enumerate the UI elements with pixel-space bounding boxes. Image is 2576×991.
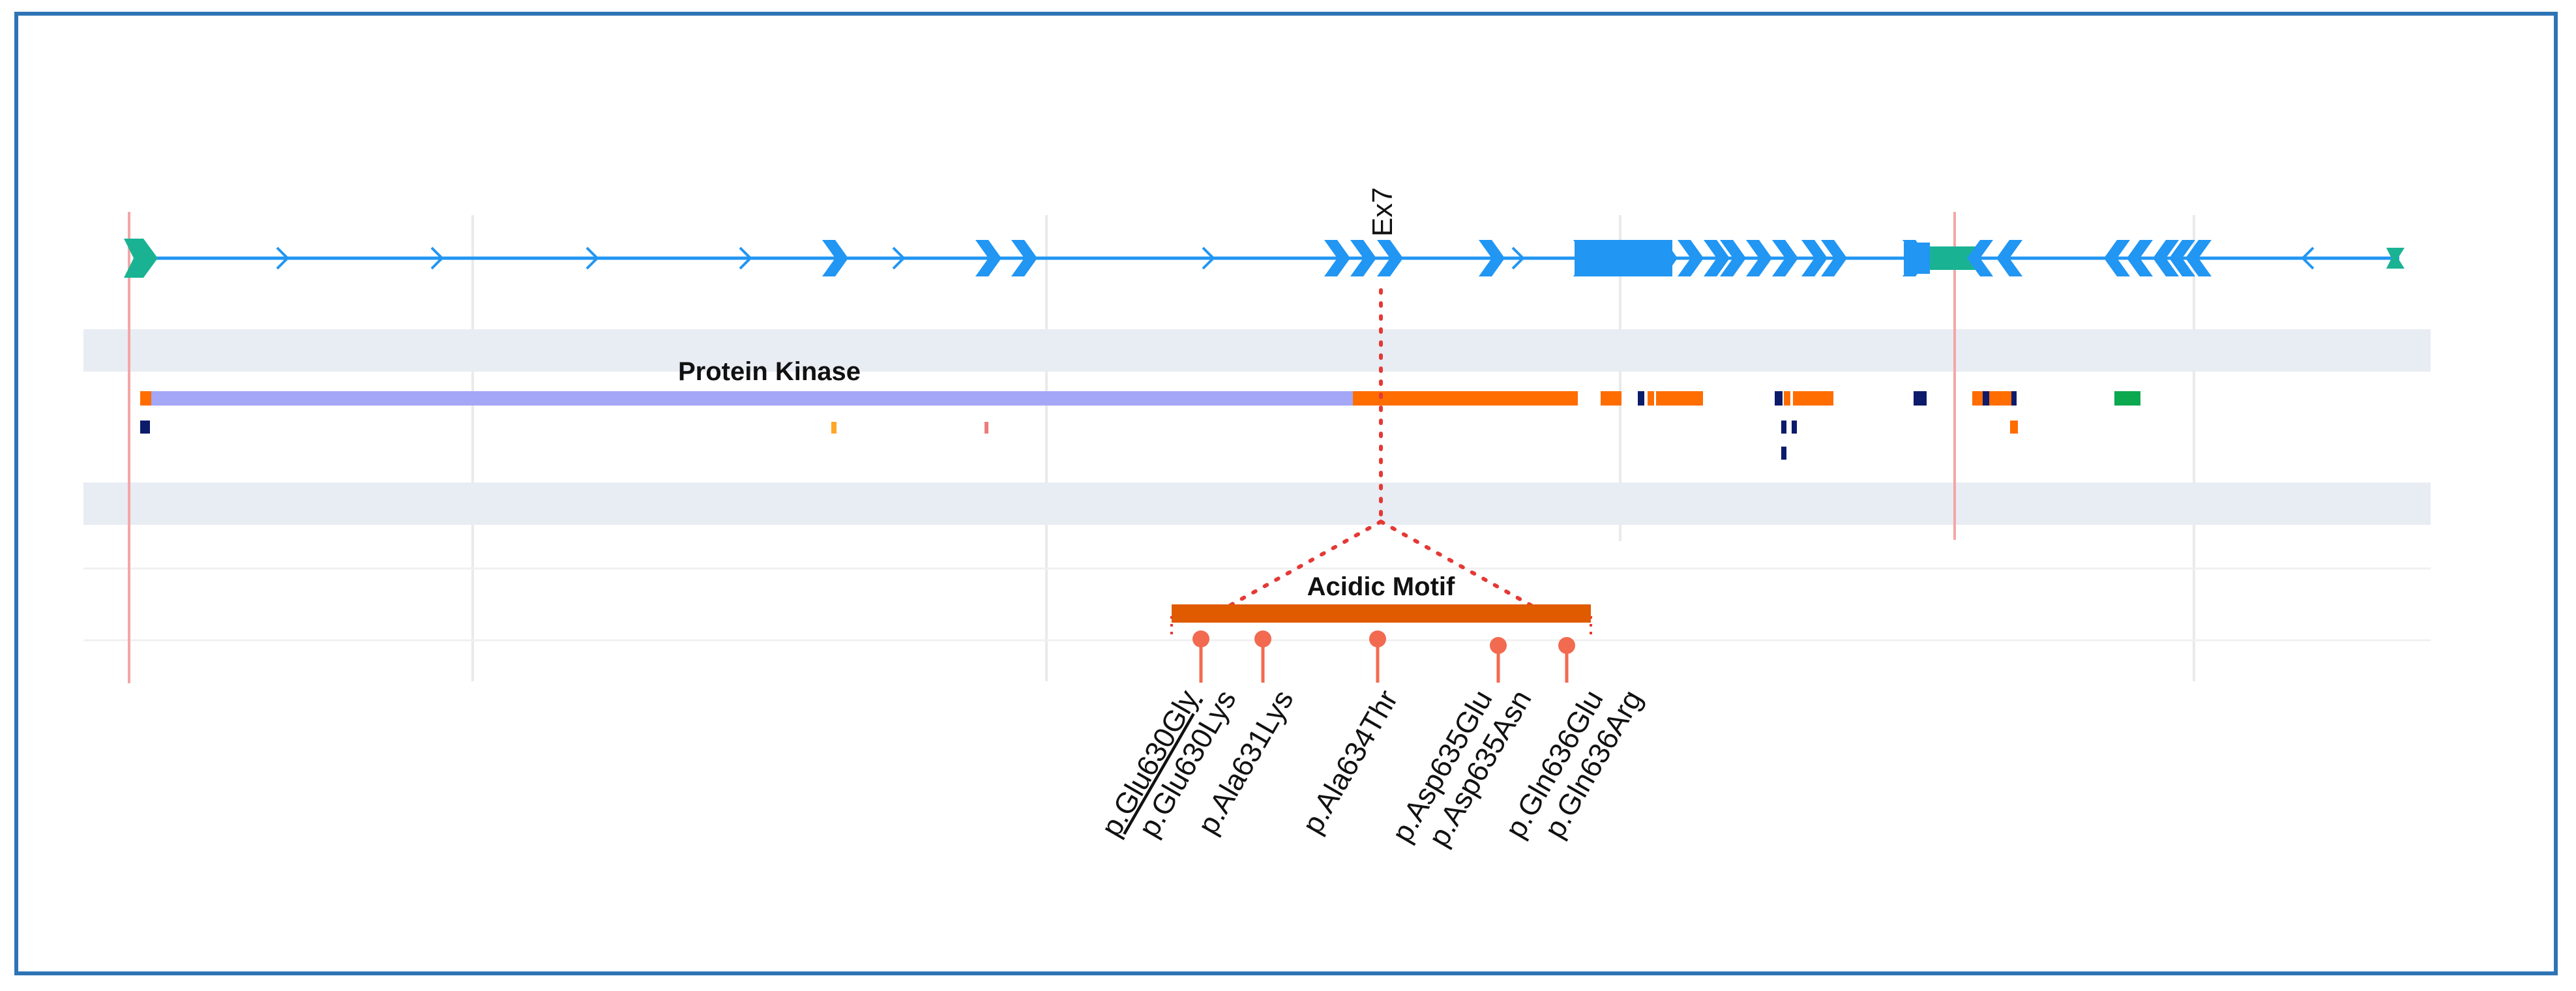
- intron-arrow-icon: [585, 246, 599, 270]
- protein-kinase-label: Protein Kinase: [678, 357, 861, 386]
- navy-feature: [1792, 421, 1797, 434]
- exon-block: [1011, 240, 1037, 276]
- exon-block: [1801, 240, 1828, 276]
- mutation-lollipops: [1192, 630, 1575, 683]
- exon-block: [1479, 240, 1505, 276]
- lollipop-head: [1369, 630, 1386, 647]
- navy-feature: [1983, 391, 1989, 406]
- exon-block: [1575, 240, 1672, 276]
- intron-arrow-icon: [430, 246, 444, 270]
- exon-block: [1678, 240, 1704, 276]
- orange-feature: [140, 391, 151, 406]
- orange-feature: [1992, 391, 2011, 406]
- navy-feature: [1914, 391, 1927, 406]
- exon-label: Ex7: [1367, 187, 1399, 237]
- navy-feature: [1781, 447, 1786, 460]
- feature-tracks: Protein Kinase: [140, 357, 2140, 460]
- acidic-motif-label: Acidic Motif: [1307, 572, 1455, 601]
- exon-block: [1772, 240, 1798, 276]
- exon-block: [2127, 240, 2153, 276]
- lollipop-head: [1254, 630, 1271, 647]
- acidic-motif-detail: Acidic Motif p.Glu630Glyp.Glu630Lysp.Ala…: [1094, 572, 1648, 852]
- intron-arrow-icon: [892, 246, 906, 270]
- orange-feature: [2010, 421, 2018, 434]
- orange-feature: [1648, 391, 1654, 406]
- mutation-label-text: p.Ala634Thr: [1295, 684, 1404, 839]
- exon-block: [2104, 240, 2130, 276]
- exon-block: [1350, 240, 1376, 276]
- lollipop-head: [1490, 637, 1507, 654]
- navy-feature: [1781, 421, 1786, 434]
- exon-block: [1967, 240, 1993, 276]
- exon-block: [2153, 240, 2179, 276]
- exon-block: [975, 240, 1001, 276]
- green-feature: [2114, 391, 2140, 406]
- utr-5prime: [124, 239, 158, 278]
- exon-block: [1720, 240, 1746, 276]
- exon-block: [1324, 240, 1350, 276]
- lollipop-head: [1558, 637, 1575, 654]
- zoom-connector: [1221, 288, 1541, 612]
- mutation-label: p.Ala634Thr: [1295, 684, 1404, 839]
- orange-feature: [1793, 391, 1833, 406]
- exon-block: [1746, 240, 1772, 276]
- utr-3prime: [2386, 248, 2405, 269]
- exon-block: [1904, 243, 1930, 274]
- exon-block: [1821, 240, 1847, 276]
- pink-feature: [985, 422, 988, 434]
- orange-feature: [1353, 391, 1578, 406]
- lollipop-head: [1192, 630, 1209, 647]
- transcript-track: Ex7: [124, 187, 2405, 278]
- track-band-bottom: [83, 482, 2431, 525]
- connector-line: [1221, 520, 1383, 612]
- navy-feature: [2011, 391, 2017, 406]
- intron-arrow-icon: [739, 246, 752, 270]
- protein-kinase-domain: [140, 391, 1353, 406]
- exon-block: [822, 240, 848, 276]
- exon-block: [1704, 240, 1730, 276]
- navy-feature: [140, 421, 150, 434]
- exon-block: [1996, 240, 2022, 276]
- navy-feature: [1638, 391, 1644, 406]
- orange-feature: [1784, 391, 1790, 406]
- exon-block: [1377, 240, 1403, 276]
- intron-arrow-icon: [2301, 246, 2315, 270]
- intron-arrow-icon: [1511, 246, 1525, 270]
- acidic-motif-bar: [1172, 604, 1591, 623]
- exon-block: [2185, 240, 2212, 276]
- intron-arrow-icon: [276, 246, 289, 270]
- orange-feature: [831, 422, 836, 434]
- orange-feature: [1656, 391, 1703, 406]
- exon-blocks: [822, 240, 2212, 276]
- mutation-labels: p.Glu630Glyp.Glu630Lysp.Ala631Lysp.Ala63…: [1094, 684, 1648, 852]
- connector-line: [1379, 520, 1541, 612]
- orange-feature: [1601, 391, 1621, 406]
- intron-arrow-icon: [1202, 246, 1215, 270]
- navy-feature: [1775, 391, 1783, 406]
- track-band-top: [83, 329, 2431, 372]
- background-grid: [83, 212, 2431, 683]
- exon-block: [2169, 240, 2195, 276]
